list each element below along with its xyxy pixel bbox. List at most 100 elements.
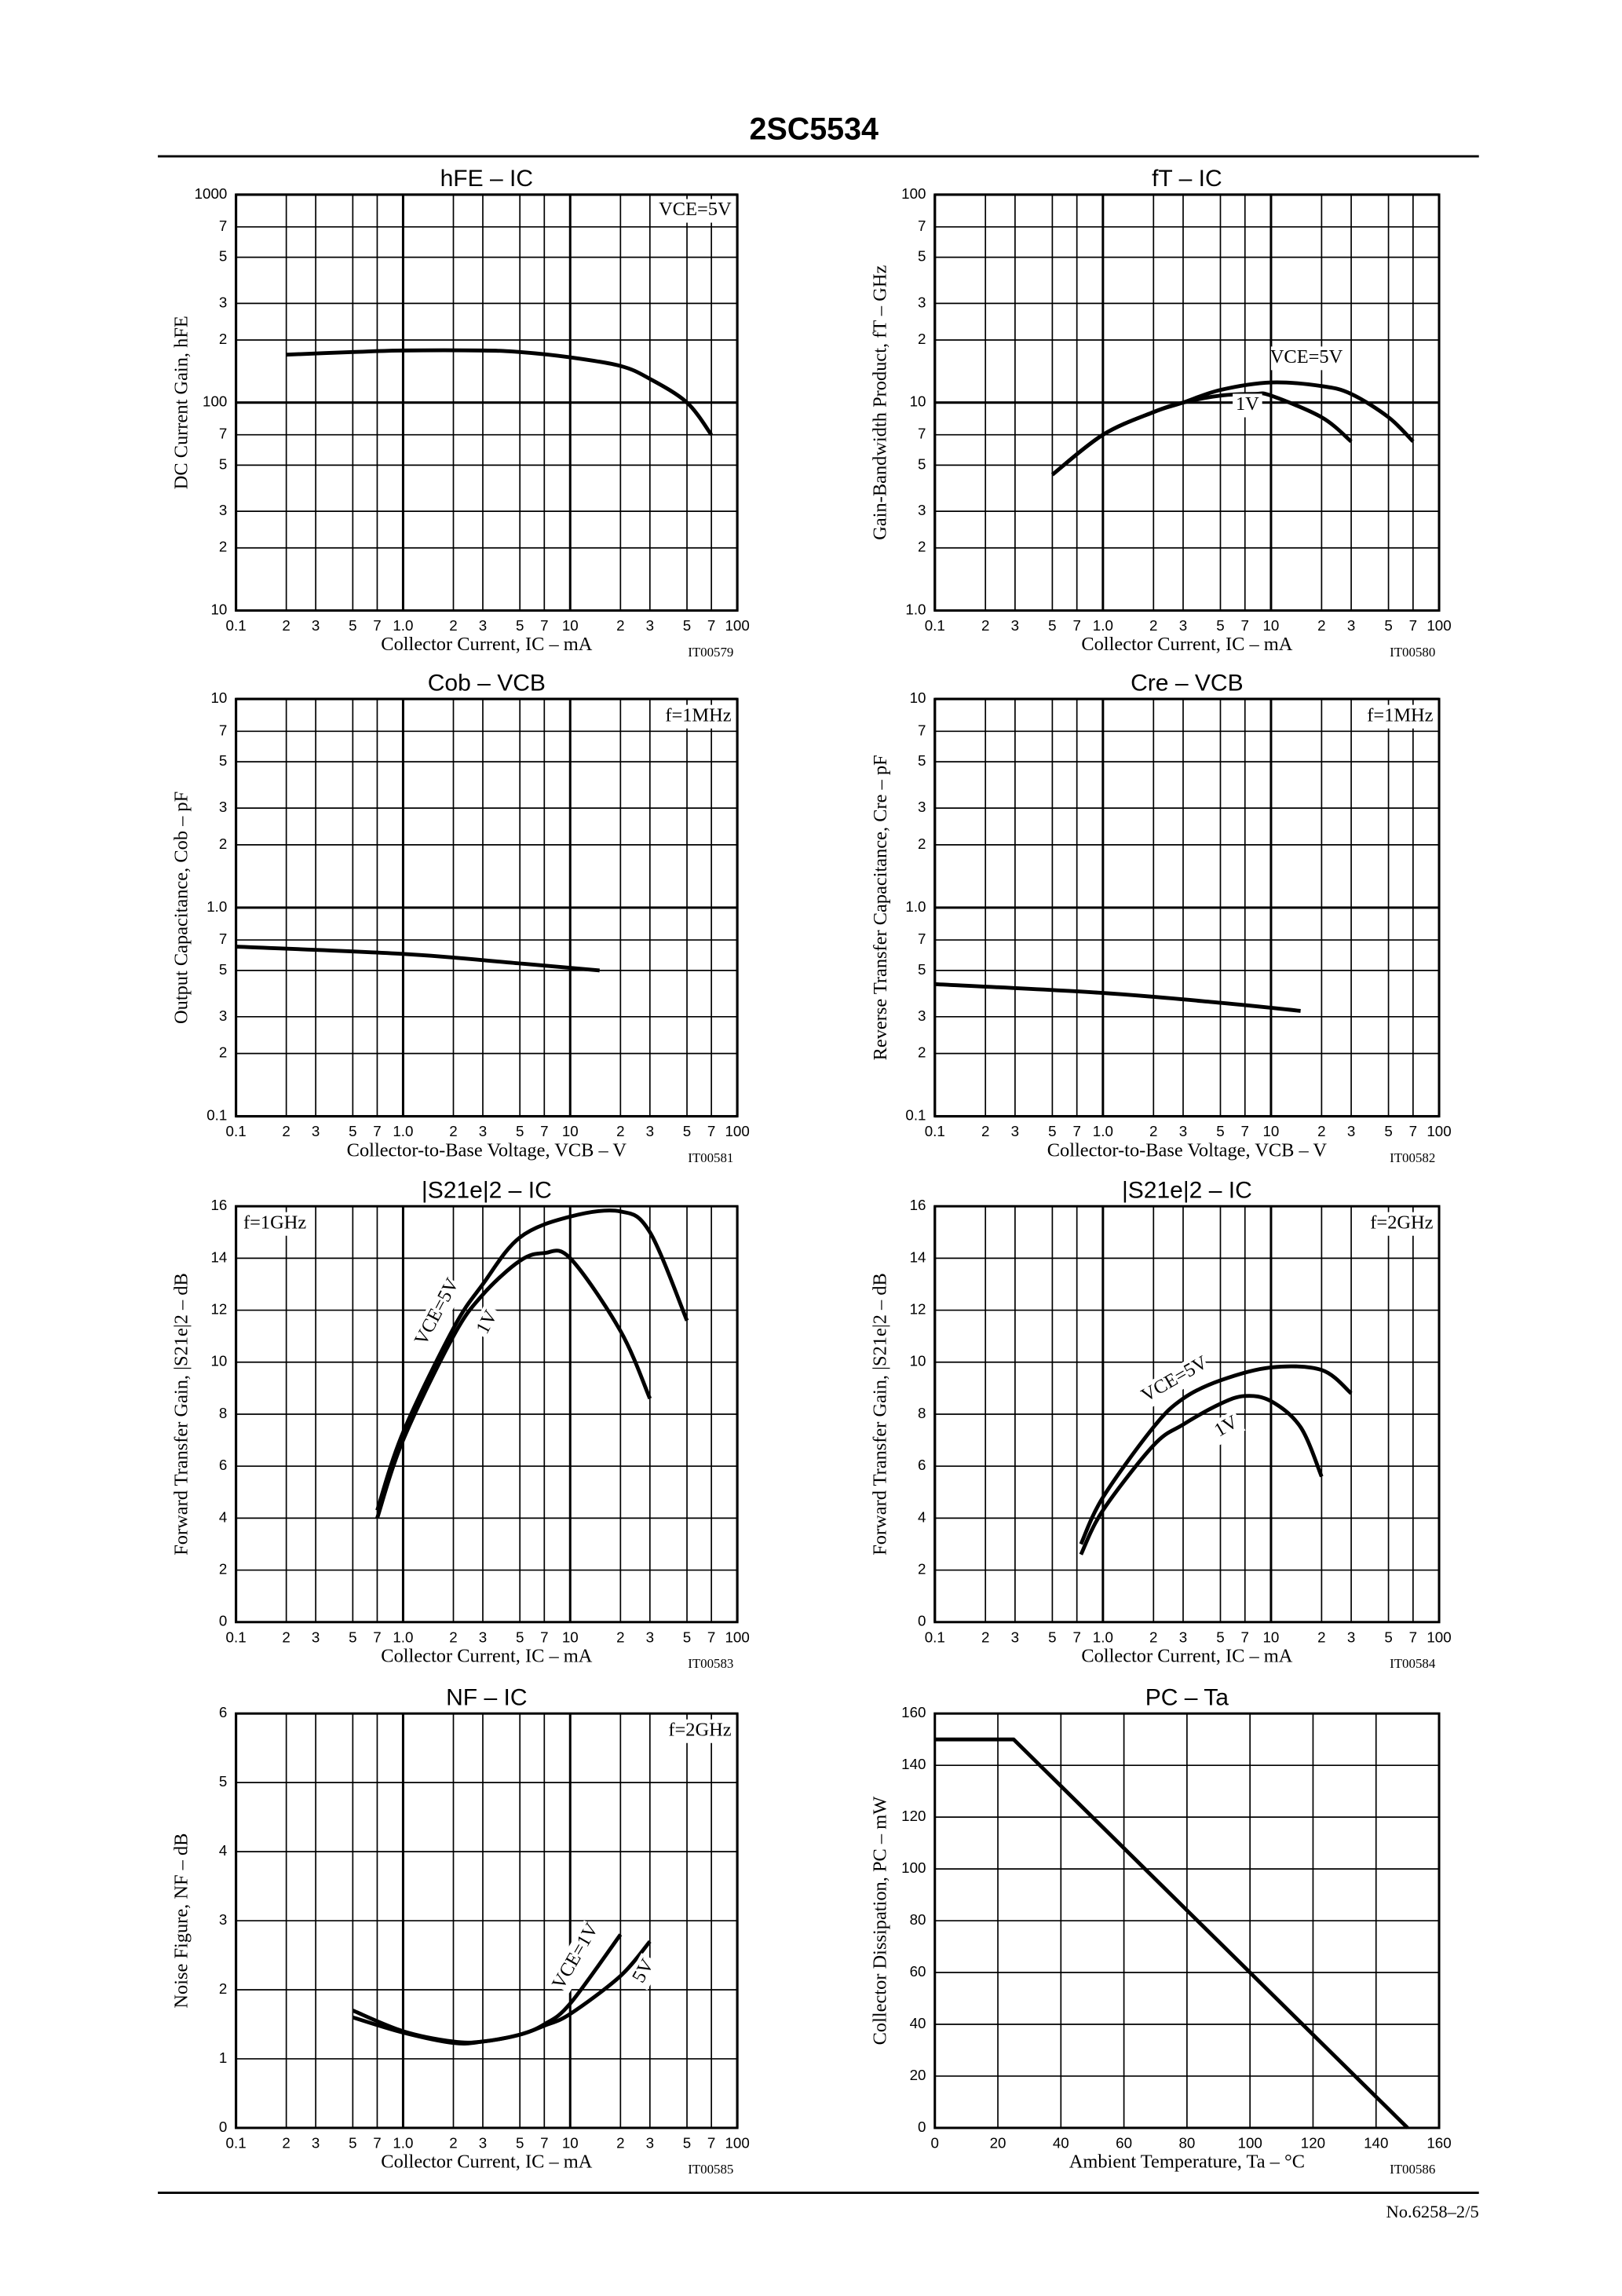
x-tick-label: 3 — [1347, 617, 1355, 634]
x-tick-label: 100 — [1427, 617, 1451, 634]
y-tick-label: 7 — [219, 930, 227, 947]
label-background — [548, 1920, 605, 1994]
x-tick-label: 7 — [1241, 617, 1249, 634]
x-tick-label: 5 — [349, 1123, 356, 1139]
x-tick-label: 100 — [725, 2135, 749, 2152]
annotation-background — [663, 1719, 736, 1743]
annotation-background — [1365, 704, 1438, 729]
x-tick-label: 3 — [1011, 617, 1019, 634]
y-tick-label: 2 — [219, 1044, 227, 1061]
x-tick-label: 100 — [1238, 2135, 1262, 2152]
x-tick-label: 5 — [516, 617, 524, 634]
x-tick-label: 2 — [1317, 617, 1325, 634]
x-tick-label: 0.1 — [226, 2135, 247, 2152]
x-tick-label: 7 — [540, 617, 548, 634]
x-tick-label: 7 — [707, 1629, 715, 1645]
curve — [934, 1737, 1409, 2130]
x-tick-label: 3 — [1011, 1123, 1019, 1139]
series-label: VCE=5V — [1270, 346, 1343, 367]
y-tick-label: 0 — [918, 1613, 926, 1629]
x-tick-label: 5 — [349, 617, 356, 634]
y-tick-label: 7 — [918, 218, 926, 234]
label-background — [1207, 1409, 1246, 1446]
x-tick-label: 5 — [1216, 1123, 1224, 1139]
x-tick-label: 2 — [1149, 1123, 1157, 1139]
y-tick-label: 2 — [219, 331, 227, 347]
x-tick-label: 2 — [616, 2135, 624, 2152]
y-tick-label: 0.1 — [905, 1107, 926, 1124]
x-axis-label: Collector-to-Base Voltage, VCB – V — [1047, 1139, 1328, 1161]
chart-title: fT – IC — [1152, 166, 1222, 192]
y-tick-label: 2 — [219, 835, 227, 852]
label-background — [470, 1303, 506, 1342]
x-tick-label: 2 — [1149, 617, 1157, 634]
y-tick-label: 40 — [910, 2015, 926, 2031]
y-tick-label: 60 — [910, 1963, 926, 1980]
plot-border — [933, 1205, 1441, 1624]
annotation-background — [239, 1212, 311, 1236]
x-tick-label: 10 — [562, 1629, 579, 1645]
y-tick-label: 1.0 — [905, 601, 926, 617]
x-tick-label: 3 — [1347, 1123, 1355, 1139]
label-background — [665, 199, 736, 223]
curve — [236, 945, 600, 973]
y-tick-label: 6 — [219, 1704, 227, 1720]
x-tick-label: 0.1 — [925, 1123, 945, 1139]
x-tick-label: 3 — [646, 617, 654, 634]
chart-title: |S21e|2 – IC — [1122, 1177, 1252, 1203]
x-tick-label: 7 — [1409, 1123, 1417, 1139]
x-tick-label: 60 — [1116, 2135, 1132, 2152]
y-tick-label: 8 — [918, 1405, 926, 1421]
x-tick-label: 7 — [1072, 1123, 1080, 1139]
curve — [375, 1208, 689, 1512]
plot-border — [933, 697, 1441, 1118]
x-tick-label: 7 — [1241, 1629, 1249, 1645]
curve — [352, 1940, 652, 2046]
y-axis-label: Forward Transfer Gain, |S21e|2 – dB — [870, 1273, 891, 1556]
curve — [934, 982, 1301, 1013]
x-tick-label: 2 — [282, 617, 290, 634]
chart: 0.1 2 3 5 7 1.0 2 3 5 7 10 2 3 5 7 1001.02357102357100V… — [870, 166, 1452, 660]
y-tick-label: 5 — [918, 455, 926, 472]
x-tick-label: 1.0 — [1093, 1123, 1113, 1139]
x-tick-label: 3 — [479, 1123, 487, 1139]
y-tick-label: 2 — [918, 835, 926, 852]
x-tick-label: 2 — [449, 1629, 457, 1645]
figure-code: IT00586 — [1390, 2162, 1435, 2177]
x-tick-label: 5 — [1384, 617, 1392, 634]
y-tick-label: 3 — [219, 799, 227, 815]
chart: 0.1 2 3 5 7 1.0 2 3 5 7 10 2 3 5 7 10010235710023571000… — [171, 166, 750, 660]
chart-title: hFE – IC — [440, 166, 534, 192]
x-tick-label: 160 — [1427, 2135, 1451, 2152]
y-tick-label: 1.0 — [206, 898, 227, 915]
series-label: VCE=5V — [659, 199, 732, 220]
x-tick-label: 7 — [373, 1629, 381, 1645]
y-tick-label: 10 — [910, 1353, 926, 1369]
x-tick-label: 5 — [1216, 1629, 1224, 1645]
y-tick-label: 6 — [219, 1457, 227, 1473]
x-tick-label: 1.0 — [393, 1123, 413, 1139]
chart-title: PC – Ta — [1145, 1684, 1229, 1710]
x-tick-label: 3 — [646, 2135, 654, 2152]
annotation: f=2GHz — [668, 1719, 731, 1740]
y-tick-label: 16 — [210, 1197, 227, 1213]
x-tick-label: 2 — [449, 617, 457, 634]
y-tick-label: 4 — [219, 1842, 227, 1859]
x-tick-label: 20 — [990, 2135, 1006, 2152]
annotation: f=1GHz — [243, 1212, 306, 1233]
y-axis-label: Gain-Bandwidth Product, fT – GHz — [870, 265, 891, 540]
x-tick-label: 5 — [1048, 1629, 1056, 1645]
y-tick-label: 16 — [910, 1197, 926, 1213]
y-tick-label: 2 — [219, 539, 227, 555]
y-tick-label: 5 — [918, 961, 926, 978]
y-tick-label: 7 — [918, 930, 926, 947]
y-tick-label: 1000 — [195, 185, 228, 202]
plot-border — [235, 193, 739, 612]
x-tick-label: 10 — [1262, 617, 1279, 634]
plot-border — [235, 697, 739, 1118]
figure-code: IT00581 — [688, 1150, 733, 1165]
chart: 0.1 2 3 5 7 1.0 2 3 5 7 10 2 3 5 7 1000246810121416f=1G… — [171, 1177, 750, 1671]
y-tick-label: 2 — [918, 1561, 926, 1578]
x-tick-label: 10 — [1262, 1123, 1279, 1139]
figure-code: IT00583 — [688, 1656, 733, 1671]
